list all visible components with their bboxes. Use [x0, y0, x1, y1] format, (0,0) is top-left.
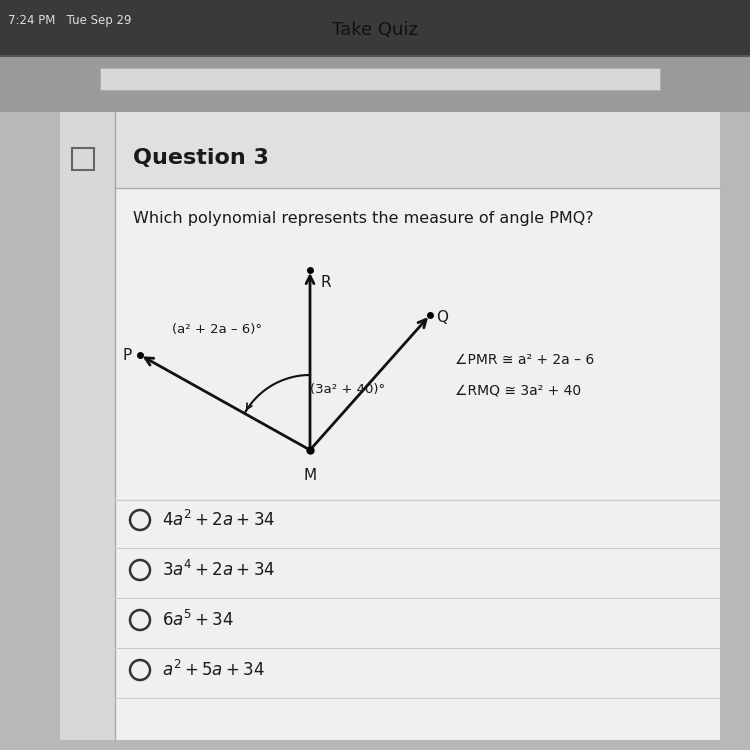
Text: R: R	[320, 275, 331, 290]
Text: 7:24 PM   Tue Sep 29: 7:24 PM Tue Sep 29	[8, 14, 131, 27]
Bar	[100, 68, 660, 90]
Text: ∠PMR ≅ a² + 2a – 6: ∠PMR ≅ a² + 2a – 6	[455, 353, 594, 367]
Text: $a^2+5a+34$: $a^2+5a+34$	[162, 660, 265, 680]
Bar	[0, 55, 750, 57]
Bar	[60, 112, 720, 740]
Text: (3a² + 40)°: (3a² + 40)°	[310, 383, 386, 397]
Text: $3a^4+2a+34$: $3a^4+2a+34$	[162, 560, 275, 580]
Text: (a² + 2a – 6)°: (a² + 2a – 6)°	[172, 323, 262, 337]
Bar	[60, 112, 115, 740]
Bar	[72, 148, 94, 170]
Text: M: M	[304, 468, 316, 483]
Text: Take Quiz: Take Quiz	[332, 21, 418, 39]
Text: $4a^2+2a+34$: $4a^2+2a+34$	[162, 510, 275, 530]
Bar	[115, 112, 720, 188]
Text: Which polynomial represents the measure of angle PMQ?: Which polynomial represents the measure …	[133, 211, 594, 226]
Bar	[115, 188, 720, 740]
Text: ∠RMQ ≅ 3a² + 40: ∠RMQ ≅ 3a² + 40	[455, 383, 581, 397]
Text: P: P	[123, 347, 132, 362]
Bar	[0, 0, 750, 55]
Text: Question 3: Question 3	[133, 148, 268, 168]
Text: $6a^5+34$: $6a^5+34$	[162, 610, 234, 630]
Text: Q: Q	[436, 310, 448, 325]
Bar	[0, 57, 750, 112]
